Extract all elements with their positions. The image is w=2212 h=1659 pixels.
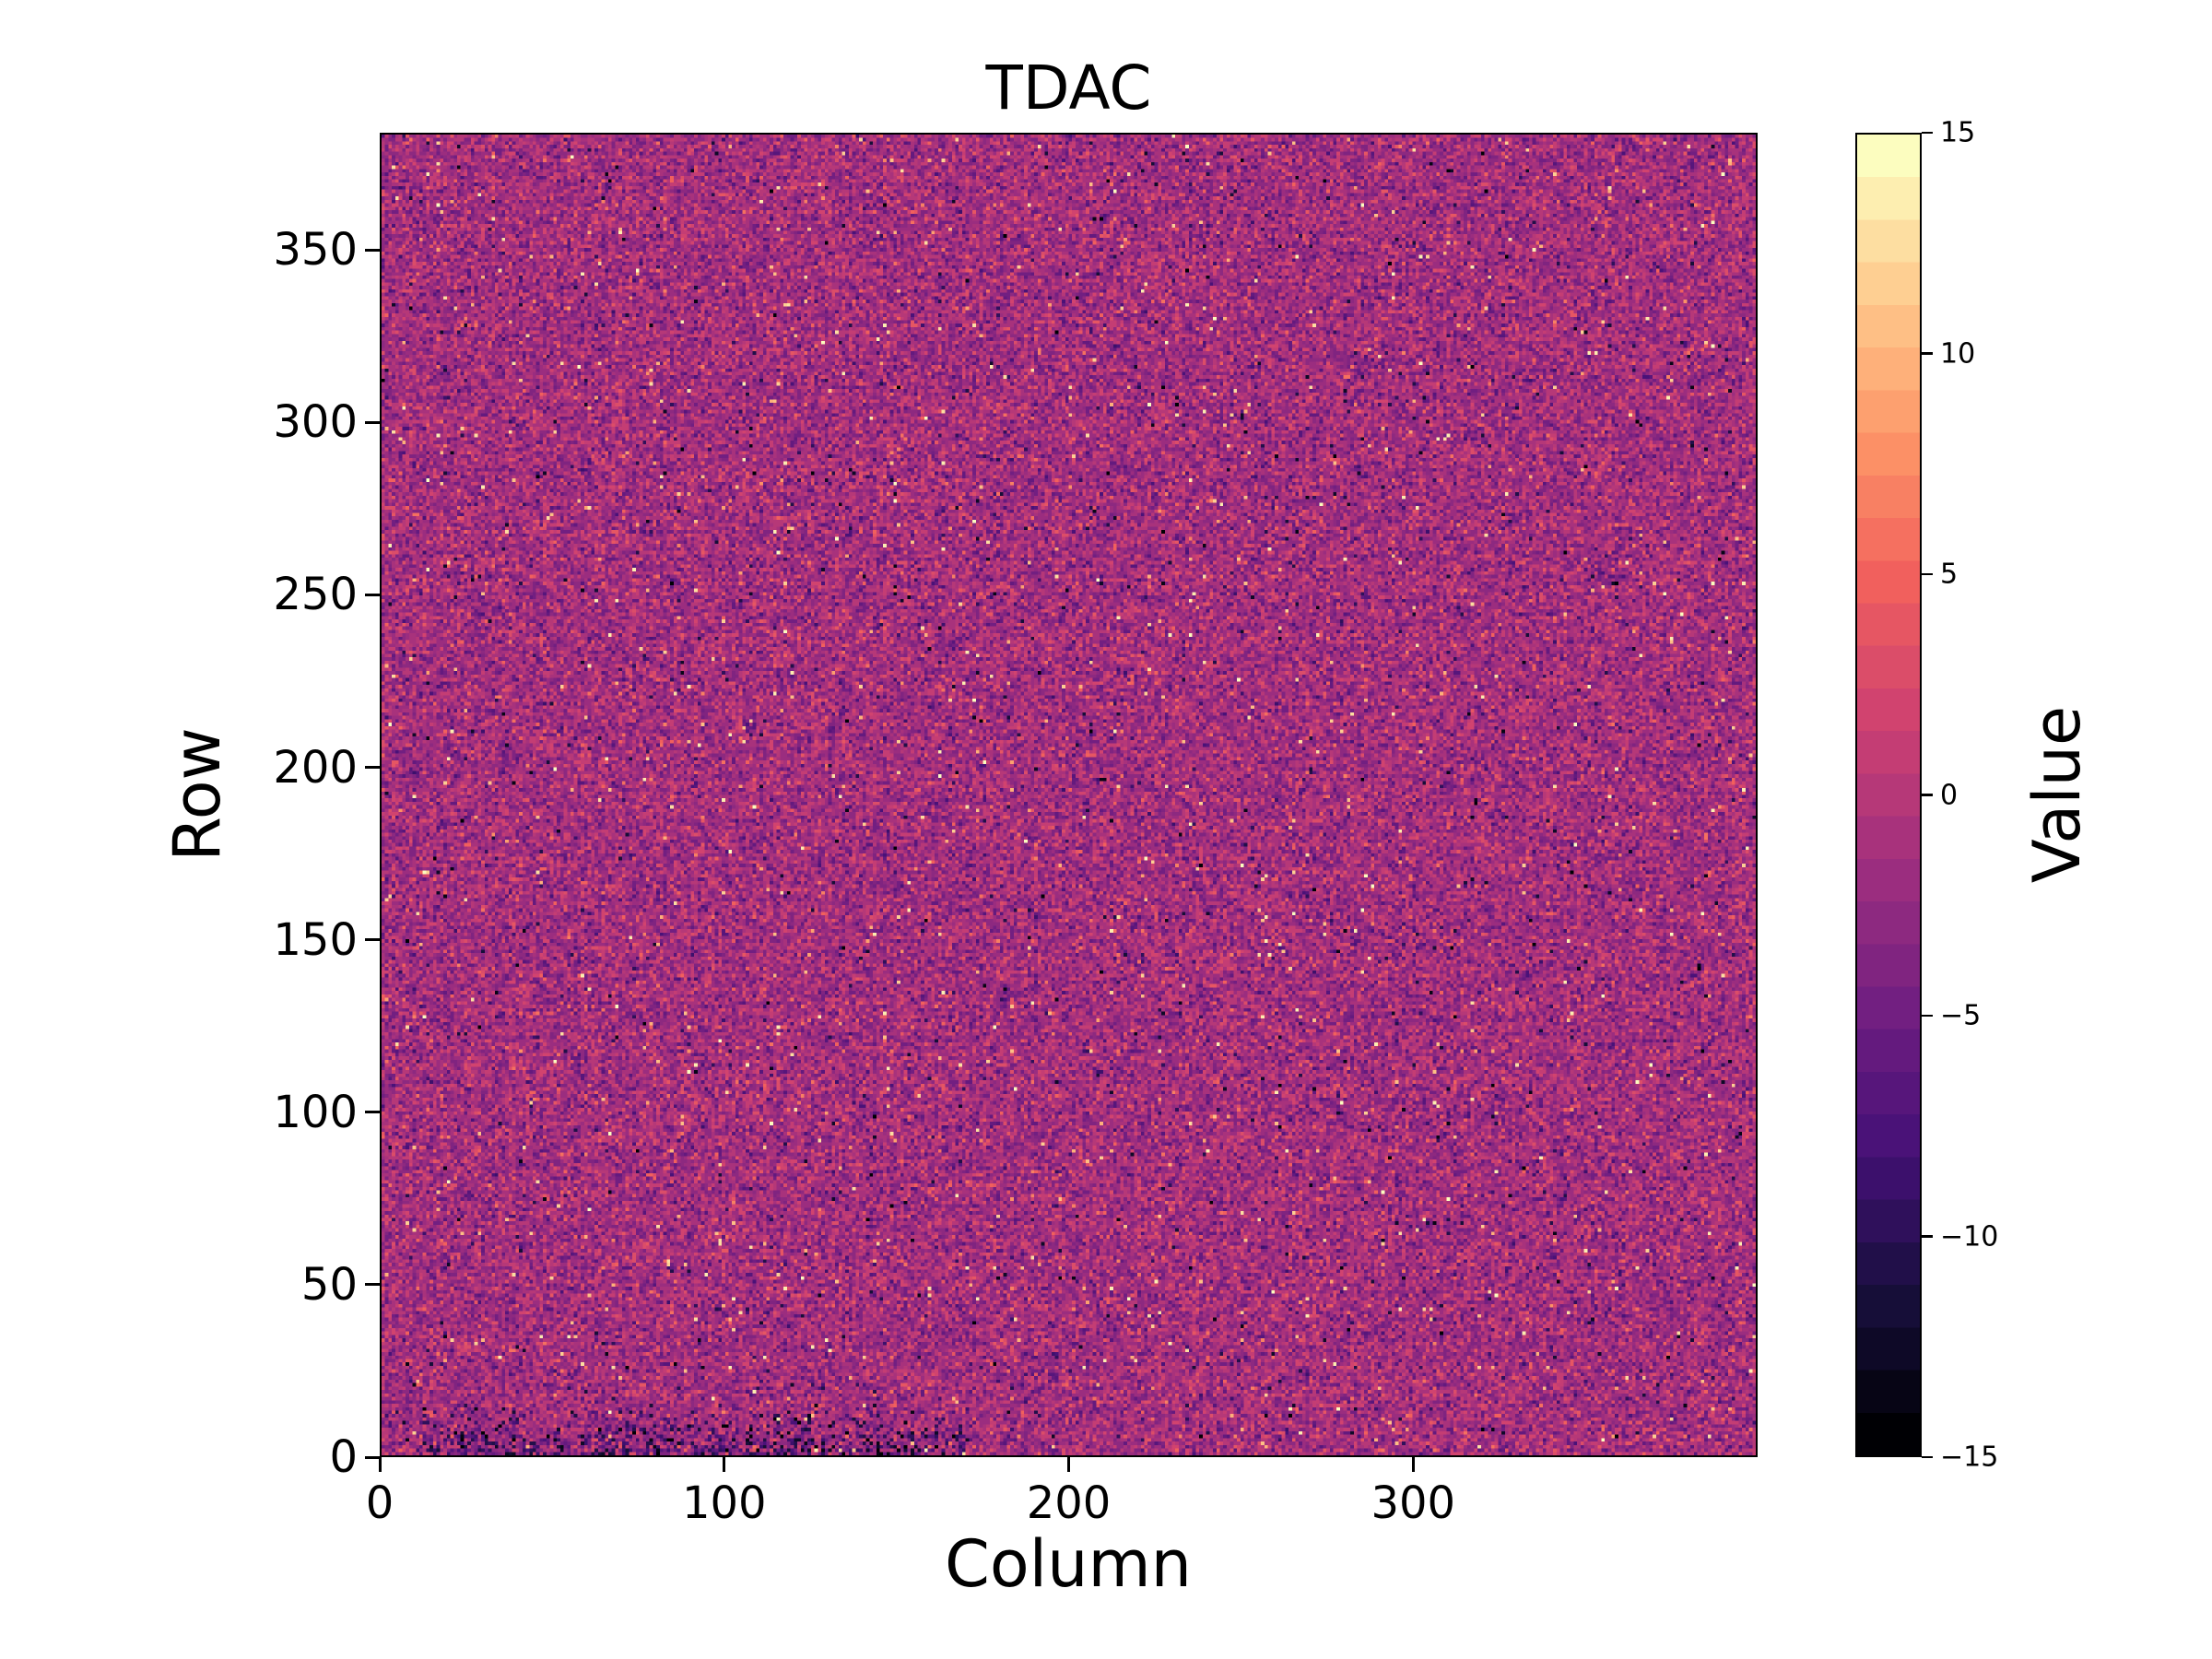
colorbar-tick-label: 0 — [1940, 779, 1959, 811]
x-tick-mark — [378, 1457, 382, 1472]
colorbar-tick-mark — [1922, 794, 1933, 796]
y-tick-label: 250 — [273, 569, 358, 621]
y-tick-mark — [365, 1111, 380, 1114]
y-tick-mark — [365, 593, 380, 596]
x-tick-label: 300 — [1371, 1477, 1456, 1529]
y-tick-label: 100 — [273, 1086, 358, 1138]
x-tick-label: 0 — [365, 1477, 394, 1529]
colorbar-tick-mark — [1922, 1455, 1933, 1459]
colorbar-tick-mark — [1922, 352, 1933, 355]
y-tick-label: 150 — [273, 913, 358, 966]
y-tick-mark — [365, 938, 380, 942]
y-tick-label: 350 — [273, 224, 358, 276]
x-tick-mark — [1067, 1457, 1070, 1472]
colorbar-tick-label: −5 — [1940, 999, 1982, 1032]
heatmap-plot-area — [380, 133, 1758, 1457]
y-tick-label: 50 — [300, 1258, 358, 1311]
colorbar-tick-mark — [1922, 572, 1933, 576]
y-tick-label: 200 — [273, 741, 358, 794]
colorbar-tick-mark — [1922, 1235, 1933, 1238]
x-tick-label: 200 — [1026, 1477, 1112, 1529]
y-tick-mark — [365, 1455, 380, 1459]
y-tick-mark — [365, 766, 380, 770]
colorbar — [1855, 133, 1922, 1457]
x-tick-mark — [723, 1457, 726, 1472]
heatmap-canvas — [382, 135, 1756, 1455]
colorbar-tick-label: 10 — [1940, 337, 1976, 370]
y-tick-mark — [365, 420, 380, 424]
y-tick-mark — [365, 248, 380, 252]
colorbar-tick-label: 5 — [1940, 558, 1959, 591]
chart-title: TDAC — [985, 53, 1152, 124]
colorbar-canvas — [1857, 135, 1920, 1455]
y-tick-label: 0 — [329, 1431, 358, 1483]
colorbar-tick-label: 15 — [1940, 116, 1976, 149]
colorbar-tick-mark — [1922, 131, 1933, 135]
y-tick-label: 300 — [273, 396, 358, 449]
x-axis-label: Column — [944, 1526, 1193, 1602]
colorbar-tick-label: −15 — [1940, 1441, 1999, 1474]
x-tick-mark — [1411, 1457, 1415, 1472]
colorbar-label: Value — [2019, 705, 2095, 884]
x-tick-label: 100 — [681, 1477, 767, 1529]
y-tick-mark — [365, 1283, 380, 1287]
colorbar-tick-mark — [1922, 1014, 1933, 1018]
y-axis-label: Row — [159, 727, 235, 862]
colorbar-tick-label: −10 — [1940, 1220, 1999, 1253]
